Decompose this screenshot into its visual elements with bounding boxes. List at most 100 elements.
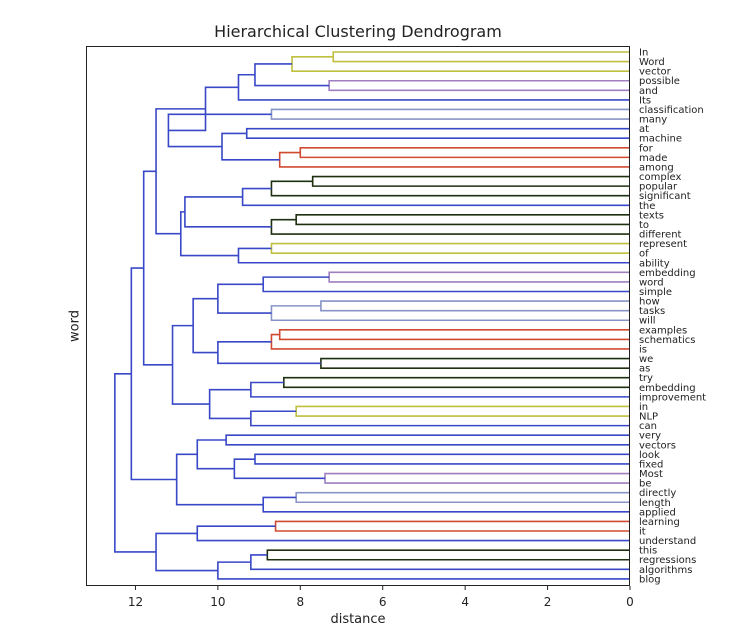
leaf-label: at [639, 124, 649, 135]
dendrogram-link-31 [217, 340, 321, 365]
dendrogram-link-35 [295, 405, 630, 417]
leaf-label: be [639, 479, 652, 490]
leaf-label: In [639, 48, 648, 59]
x-tick-label: 10 [210, 595, 225, 609]
leaf-label: very [639, 431, 661, 442]
dendrogram-link-50 [196, 525, 630, 542]
x-axis-label: distance [330, 612, 386, 627]
leaf-label: this [639, 546, 657, 557]
leaf-label: as [639, 364, 650, 375]
dendrogram-link-44 [196, 439, 235, 470]
leaf-label: the [639, 201, 655, 212]
leaf-label: regressions [639, 555, 696, 566]
leaf-label: texts [639, 210, 664, 221]
dendrogram-link-4 [254, 63, 330, 87]
leaf-labels: InWordvectorpossibleandItsclassification… [639, 48, 706, 586]
dendrogram-link-5 [237, 73, 630, 101]
leaf-label: to [639, 220, 649, 231]
plot-frame [86, 46, 630, 586]
dendrogram-link-49 [274, 520, 630, 532]
leaf-label: vectors [639, 440, 676, 451]
leaf-label: directly [639, 488, 676, 499]
dendrogram-link-25 [320, 300, 630, 312]
dendrogram-link-55 [114, 372, 157, 553]
dendrogram-link-48 [130, 267, 177, 481]
leaf-label: how [639, 297, 660, 308]
leaf-label: for [639, 143, 654, 154]
dendrogram-link-37 [208, 388, 251, 420]
leaf-label: tasks [639, 306, 665, 317]
leaf-label: length [639, 498, 671, 509]
dendrogram-link-52 [250, 554, 630, 571]
dendrogram-link-2 [291, 55, 630, 72]
dendrogram-link-29 [270, 333, 630, 350]
dendrogram-link-54 [155, 532, 218, 572]
dendrogram-link-20 [237, 247, 630, 264]
leaf-label: complex [639, 172, 681, 183]
x-tick-label: 2 [544, 595, 552, 609]
leaf-label: look [639, 450, 660, 461]
leaf-label: is [639, 344, 647, 355]
dendrogram-link-45 [295, 491, 630, 504]
leaf-label: algorithms [639, 565, 692, 576]
dendrogram-link-38 [171, 324, 210, 405]
leaf-label: improvement [639, 392, 706, 403]
leaf-label: possible [639, 76, 680, 87]
x-tick-label: 4 [461, 595, 469, 609]
dendrogram-link-32 [192, 297, 218, 354]
leaf-label: represent [639, 239, 687, 250]
dendrogram-link-46 [262, 496, 630, 513]
dendrogram-link-18 [184, 196, 272, 228]
leaf-label: try [639, 373, 653, 384]
dendrogram-link-22 [155, 108, 206, 235]
dendrogram-link-13 [311, 175, 630, 187]
leaf-label: classification [639, 105, 704, 116]
leaf-label: of [639, 249, 649, 260]
dendrogram-link-24 [262, 276, 630, 293]
leaf-label: can [639, 421, 657, 432]
dendrogram-link-8 [299, 147, 630, 159]
dendrogram-link-47 [175, 453, 264, 506]
leaf-label: examples [639, 325, 687, 336]
x-tick-label: 8 [296, 595, 304, 609]
leaf-label: learning [639, 517, 680, 528]
leaf-label: NLP [639, 412, 658, 423]
dendrogram-link-14 [270, 180, 630, 197]
dendrogram-link-53 [217, 561, 630, 580]
chart-title: Hierarchical Clustering Dendrogram [214, 22, 502, 41]
leaf-label: embedding [639, 268, 696, 279]
dendrogram-link-16 [295, 214, 630, 226]
leaf-label: among [639, 162, 674, 173]
dendrogram-link-19 [270, 242, 630, 254]
leaf-label: machine [639, 134, 682, 145]
x-axis-ticks: 12 10 8 6 4 2 0 [128, 586, 634, 609]
leaf-label: will [639, 316, 656, 327]
dendrogram-link-6 [270, 108, 630, 120]
dendrogram-link-7 [245, 127, 630, 140]
leaf-label: vector [639, 67, 672, 78]
dendrogram-link-26 [270, 305, 630, 322]
dendrogram-link-9 [278, 151, 630, 168]
dendrogram-link-43 [233, 458, 326, 480]
leaf-label: schematics [639, 335, 695, 346]
dendrogram-link-36 [250, 410, 630, 427]
leaf-label: in [639, 402, 648, 413]
leaf-label: popular [639, 182, 678, 193]
leaf-label: significant [639, 191, 691, 202]
dendrogram-link-33 [283, 376, 630, 389]
leaf-label: simple [639, 287, 672, 298]
leaf-label: understand [639, 536, 696, 547]
leaf-label: Word [639, 57, 665, 68]
leaf-label: different [639, 230, 682, 241]
dendrogram-link-3 [328, 79, 630, 92]
leaf-label: made [639, 153, 667, 164]
leaf-label: Its [639, 95, 651, 106]
leaf-label: embedding [639, 383, 696, 394]
dendrogram-link-39 [142, 170, 173, 366]
dendrogram-link-10 [221, 132, 280, 161]
leaf-label: blog [639, 574, 661, 585]
dendrogram-link-28 [278, 329, 630, 341]
leaf-label: applied [639, 507, 676, 518]
dendrogram-link-51 [266, 549, 630, 561]
